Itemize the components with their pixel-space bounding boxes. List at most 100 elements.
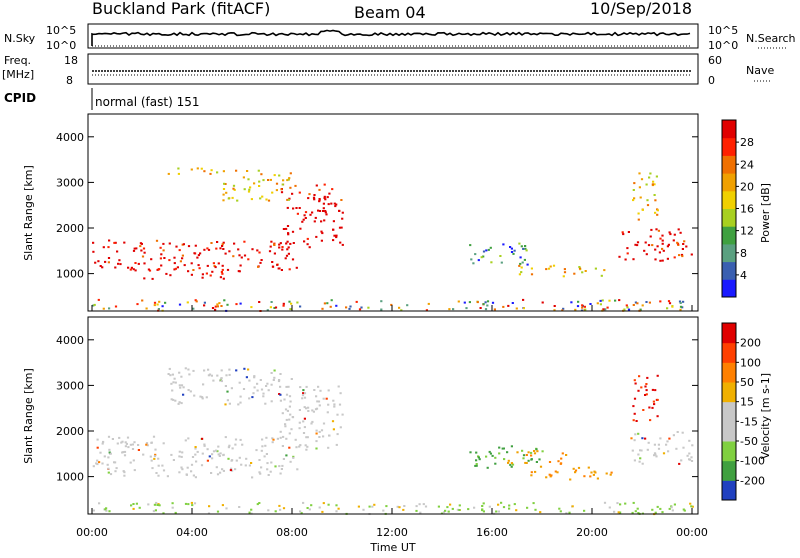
heatmap-cell <box>271 265 275 268</box>
heatmap-cell <box>681 431 684 434</box>
nsky-tick-top: 10^5 <box>46 24 76 37</box>
heatmap-cell <box>326 196 329 199</box>
heatmap-cell <box>190 501 193 504</box>
heatmap-cell <box>113 241 116 244</box>
heatmap-cell <box>335 234 338 237</box>
heatmap-cell <box>116 442 119 445</box>
heatmap-cell <box>325 213 328 216</box>
heatmap-cell <box>222 170 225 173</box>
heatmap-cell <box>330 202 333 205</box>
heatmap-cell <box>671 509 674 512</box>
heatmap-cell <box>142 247 146 250</box>
heatmap-cell <box>177 167 180 170</box>
heatmap-cell <box>608 506 611 509</box>
heatmap-cell <box>670 506 673 509</box>
heatmap-cell <box>181 243 184 246</box>
heatmap-cell <box>339 426 342 429</box>
heatmap-cell <box>667 300 671 303</box>
heatmap-cell <box>95 462 98 465</box>
heatmap-cell <box>282 435 285 438</box>
heatmap-cell <box>154 453 157 456</box>
heatmap-cell <box>231 469 234 472</box>
heatmap-cell <box>289 400 292 403</box>
colorbar-tick-label: 50 <box>740 376 754 389</box>
heatmap-cell <box>618 299 621 302</box>
heatmap-cell <box>278 379 281 381</box>
heatmap-cell <box>157 464 160 467</box>
heatmap-cell <box>616 502 619 505</box>
heatmap-cell <box>180 455 183 458</box>
heatmap-cell <box>170 382 173 385</box>
colorbar-tick-label: -200 <box>740 474 765 487</box>
nave-tick-bottom: 0 <box>708 74 715 87</box>
heatmap-cell <box>331 188 334 191</box>
heatmap-cell <box>678 300 682 303</box>
heatmap-cell <box>279 393 282 396</box>
heatmap-cell <box>619 511 622 514</box>
colorbar-segment <box>722 480 736 501</box>
heatmap-cell <box>316 400 319 403</box>
heatmap-cell <box>513 503 516 506</box>
heatmap-cell <box>507 461 510 464</box>
heatmap-cell <box>329 305 332 308</box>
heatmap-cell <box>289 172 292 175</box>
heatmap-cell <box>174 511 177 514</box>
heatmap-cell <box>259 261 262 264</box>
heatmap-cell <box>315 440 318 443</box>
heatmap-cell <box>218 455 221 457</box>
heatmap-cell <box>489 246 492 249</box>
y-tick-label: 2000 <box>56 222 84 235</box>
heatmap-cell <box>256 389 259 392</box>
heatmap-cell <box>634 301 637 304</box>
heatmap-cell <box>256 249 259 252</box>
heatmap-cell <box>133 469 136 472</box>
heatmap-cell <box>178 455 181 458</box>
heatmap-cell <box>654 511 657 514</box>
heatmap-cell <box>182 386 185 389</box>
heatmap-cell <box>679 305 683 308</box>
heatmap-cell <box>578 267 582 270</box>
heatmap-cell <box>636 507 639 510</box>
heatmap-cell <box>133 247 136 250</box>
heatmap-cell <box>103 455 106 458</box>
heatmap-cell <box>160 253 163 256</box>
heatmap-cell <box>510 445 513 448</box>
heatmap-cell <box>212 379 215 382</box>
heatmap-cell <box>153 457 156 460</box>
heatmap-cell <box>522 307 525 310</box>
heatmap-cell <box>627 308 631 311</box>
heatmap-cell <box>190 463 194 466</box>
heatmap-cell <box>512 252 515 255</box>
heatmap-cell <box>176 266 179 269</box>
heatmap-cell <box>619 503 622 506</box>
heatmap-cell <box>240 463 243 466</box>
heatmap-cell <box>114 470 117 473</box>
heatmap-cell <box>322 502 325 505</box>
heatmap-cell <box>323 197 326 199</box>
heatmap-cell <box>195 460 198 463</box>
heatmap-cell <box>193 502 197 505</box>
heatmap-cell <box>625 304 628 307</box>
heatmap-cell <box>184 439 187 442</box>
heatmap-cell <box>258 471 261 474</box>
y-tick-label: 2000 <box>56 425 84 438</box>
heatmap-cell <box>219 471 222 474</box>
heatmap-cell <box>157 308 160 310</box>
heatmap-cell <box>339 392 342 395</box>
heatmap-cell <box>632 199 635 202</box>
heatmap-cell <box>481 508 484 511</box>
heatmap-cell <box>333 403 336 406</box>
heatmap-cell <box>178 384 181 387</box>
heatmap-cell <box>305 407 308 410</box>
heatmap-cell <box>348 307 351 310</box>
heatmap-cell <box>587 466 590 469</box>
heatmap-cell <box>313 194 316 196</box>
heatmap-cell <box>231 447 234 450</box>
heatmap-cell <box>273 244 276 246</box>
heatmap-cell <box>227 197 230 200</box>
heatmap-cell <box>282 179 285 182</box>
heatmap-cell <box>157 474 160 477</box>
heatmap-cell <box>180 402 183 405</box>
heatmap-cell <box>328 434 331 437</box>
